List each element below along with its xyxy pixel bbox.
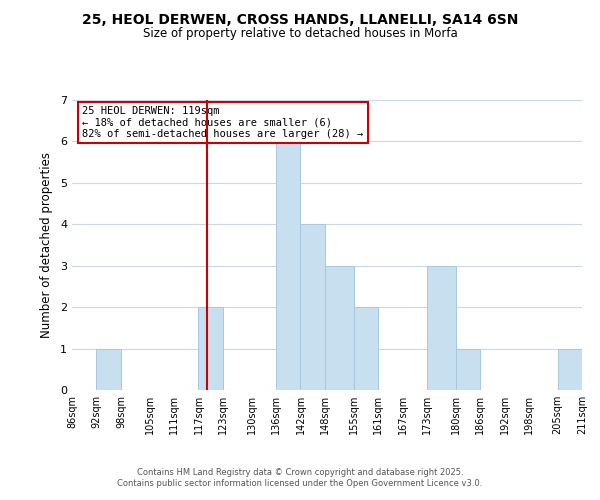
Bar [325, 266, 353, 390]
Bar [353, 307, 378, 390]
Bar [301, 224, 325, 390]
Bar [199, 307, 223, 390]
Text: 25 HEOL DERWEN: 119sqm
← 18% of detached houses are smaller (6)
82% of semi-deta: 25 HEOL DERWEN: 119sqm ← 18% of detached… [82, 106, 364, 139]
Bar [276, 142, 301, 390]
Bar [97, 348, 121, 390]
Bar [427, 266, 455, 390]
Bar [557, 348, 582, 390]
Bar [455, 348, 480, 390]
Text: 25, HEOL DERWEN, CROSS HANDS, LLANELLI, SA14 6SN: 25, HEOL DERWEN, CROSS HANDS, LLANELLI, … [82, 12, 518, 26]
Y-axis label: Number of detached properties: Number of detached properties [40, 152, 53, 338]
Text: Size of property relative to detached houses in Morfa: Size of property relative to detached ho… [143, 28, 457, 40]
Text: Contains HM Land Registry data © Crown copyright and database right 2025.
Contai: Contains HM Land Registry data © Crown c… [118, 468, 482, 487]
